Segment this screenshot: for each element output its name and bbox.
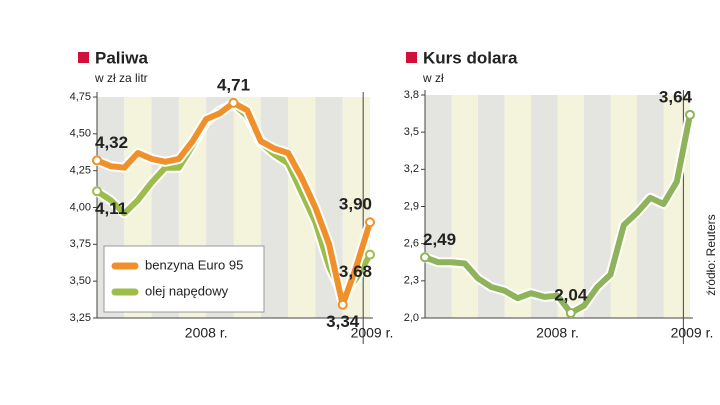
value-label: 3,90 — [339, 195, 372, 214]
x-tick-label: 2009 r. — [351, 325, 394, 341]
stripe — [260, 97, 289, 318]
point — [420, 252, 430, 263]
y-tick-label: 3,25 — [70, 312, 91, 324]
x-tick-label: 2009 r. — [671, 325, 714, 341]
x-tick-label: 2008 r. — [536, 325, 579, 341]
title-marker — [78, 52, 89, 63]
legend-label: benzyna Euro 95 — [145, 257, 243, 272]
point — [365, 249, 375, 260]
stripe — [610, 95, 637, 318]
y-tick-label: 2,3 — [404, 275, 419, 287]
stripe — [451, 95, 478, 318]
chart-subtitle: w zł — [422, 71, 444, 85]
legend-box — [103, 245, 265, 313]
y-tick-label: 2,9 — [404, 200, 419, 212]
value-label: 4,11 — [95, 199, 127, 218]
chart-title: Kurs dolara — [423, 48, 518, 67]
point — [565, 308, 576, 319]
point — [92, 186, 102, 197]
chart-title: Paliwa — [95, 48, 148, 67]
y-tick-label: 3,2 — [404, 163, 419, 175]
y-tick-label: 4,00 — [70, 201, 91, 213]
title-marker — [406, 52, 417, 63]
stripe — [504, 95, 531, 318]
y-tick-label: 2,0 — [404, 312, 419, 324]
point — [685, 109, 695, 120]
y-tick-label: 2,6 — [404, 238, 419, 250]
y-tick-label: 4,25 — [70, 165, 91, 177]
y-tick-label: 4,75 — [70, 91, 91, 103]
stripe — [531, 95, 558, 318]
point — [365, 217, 375, 228]
value-label: 2,04 — [554, 286, 588, 305]
value-label: 4,32 — [95, 133, 128, 152]
value-label: 3,34 — [326, 312, 360, 331]
y-tick-label: 3,8 — [404, 89, 419, 101]
value-label: 2,49 — [423, 230, 456, 249]
stripe — [557, 95, 584, 318]
legend-label: olej napędowy — [145, 283, 229, 298]
source: źródło: Reuters — [704, 214, 718, 295]
stripe — [425, 95, 452, 318]
y-tick-label: 3,5 — [404, 126, 419, 138]
value-label: 3,64 — [659, 87, 693, 106]
y-tick-label: 3,50 — [70, 275, 91, 287]
chart-subtitle: w zł za litr — [94, 71, 148, 85]
y-tick-label: 4,50 — [70, 128, 91, 140]
y-tick-label: 3,75 — [70, 238, 91, 250]
value-label: 3,68 — [339, 262, 372, 281]
point — [92, 155, 102, 166]
point — [228, 97, 239, 108]
data-line — [422, 111, 693, 316]
point — [337, 299, 348, 310]
x-tick-label: 2008 r. — [185, 325, 228, 341]
value-label: 4,71 — [217, 75, 250, 94]
